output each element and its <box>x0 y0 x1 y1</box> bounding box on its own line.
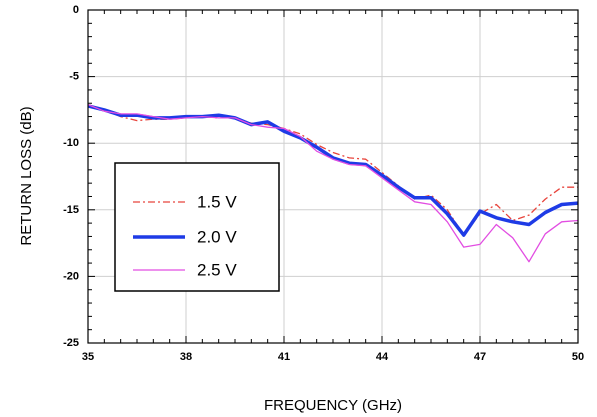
series-line-1-5-vv <box>87 103 578 236</box>
y-axis-title: RETURN LOSS (dB) <box>18 106 35 245</box>
x-tick-label: 35 <box>82 351 94 363</box>
x-tick-label: 44 <box>376 351 389 363</box>
y-tick-label: 0 <box>73 4 79 16</box>
series-line-2-5-vv <box>87 103 579 263</box>
y-tick-label: -10 <box>63 137 79 149</box>
series-layer <box>87 103 579 263</box>
y-tick-label: -5 <box>69 71 79 83</box>
x-tick-label: 50 <box>572 351 584 363</box>
series-line-2-0-vv <box>87 104 579 237</box>
tick-labels: 35 38 41 44 47 50 0 -5 -10 -15 -20 -25 <box>63 4 584 363</box>
y-tick-label: -25 <box>63 337 79 349</box>
x-axis-title: FREQUENCY (GHz) <box>264 397 402 414</box>
legend-label-2-5v: 2.5 V <box>197 261 237 280</box>
legend-label-1-5v: 1.5 V <box>197 193 237 212</box>
y-tick-label: -15 <box>63 204 79 216</box>
y-tick-label: -20 <box>63 270 79 282</box>
x-tick-label: 38 <box>180 351 192 363</box>
x-tick-label: 41 <box>278 351 290 363</box>
legend: 1.5 V 2.0 V 2.5 V <box>114 162 280 292</box>
x-tick-label: 47 <box>474 351 486 363</box>
legend-label-2-0v: 2.0 V <box>197 228 237 247</box>
ticks <box>88 10 578 343</box>
